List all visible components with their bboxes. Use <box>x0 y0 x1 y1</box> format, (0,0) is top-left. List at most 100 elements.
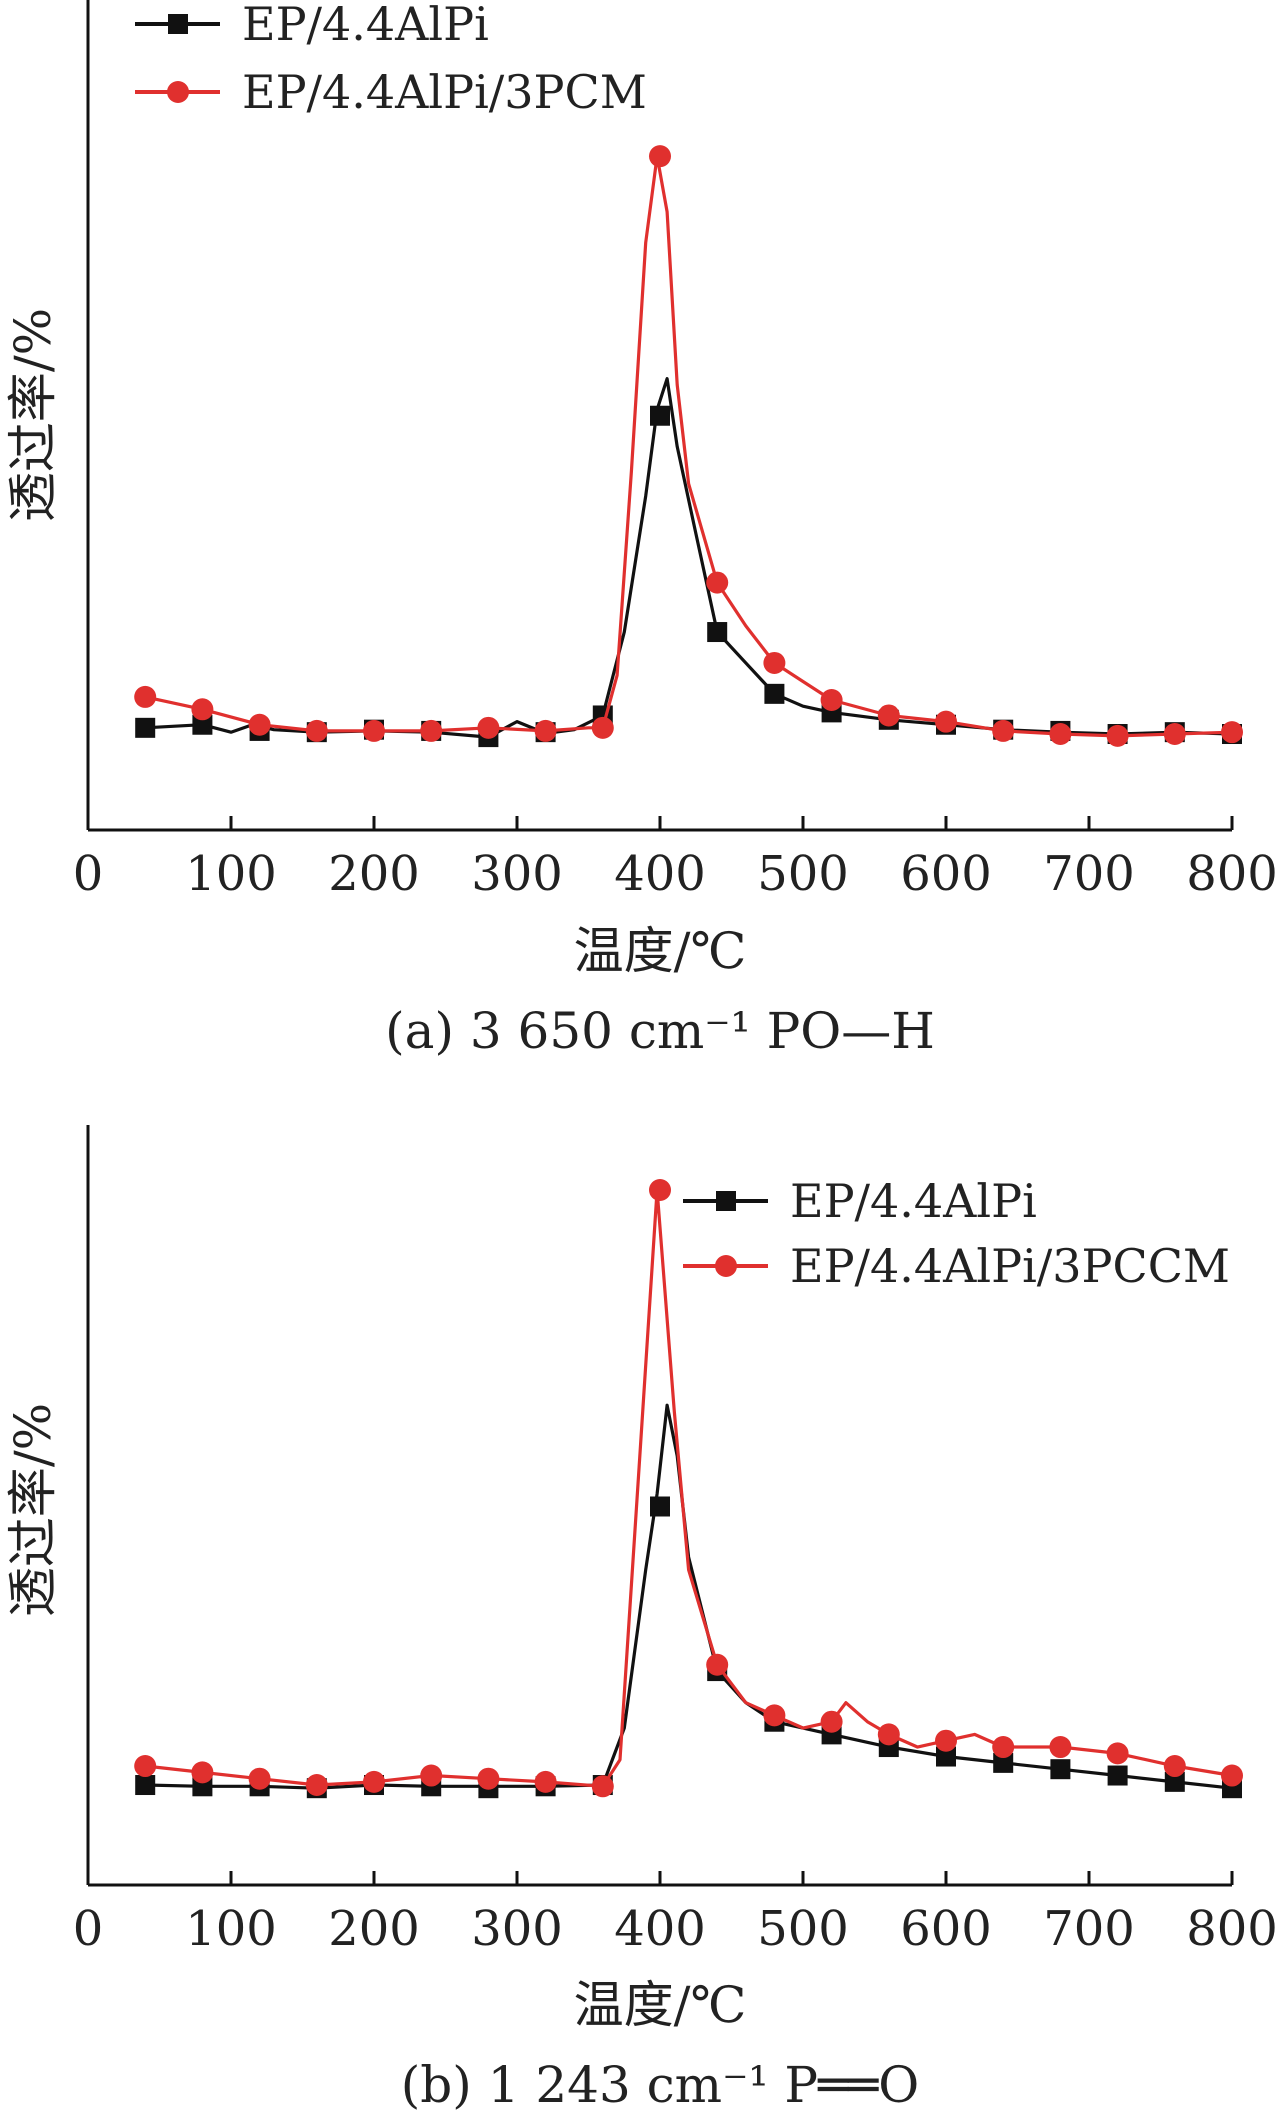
legend-entry-red: EP/4.4AlPi/3PCM <box>135 65 647 119</box>
series-1-marker-40 <box>134 685 157 708</box>
x-axis-label: 温度/℃ <box>574 1976 747 2034</box>
x-tick-label-400: 400 <box>614 1901 706 1957</box>
series-1-marker-480 <box>763 1704 786 1727</box>
series-1-marker-120 <box>248 1767 271 1790</box>
series-1-marker-160 <box>305 719 328 742</box>
x-tick-label-600: 600 <box>900 1901 992 1957</box>
series-layer <box>134 1179 1243 1799</box>
series-1-marker-360 <box>591 716 614 739</box>
legend-marker-square <box>716 1191 736 1211</box>
legend-entry-black: EP/4.4AlPi <box>135 0 489 51</box>
x-axis-ticks <box>86 816 1234 830</box>
x-tick-label-100: 100 <box>185 846 277 902</box>
series-0-marker-680 <box>1050 1759 1071 1780</box>
series-1-marker-480 <box>763 651 786 674</box>
x-tick-label-200: 200 <box>328 1901 420 1957</box>
x-tick-label-300: 300 <box>471 1901 563 1957</box>
series-1-marker-520 <box>820 689 843 712</box>
series-1-marker-800 <box>1221 721 1243 744</box>
series-1-marker-600 <box>935 1729 957 1752</box>
x-tick-label-300: 300 <box>471 846 563 902</box>
series-1-marker-560 <box>877 704 900 727</box>
chart-panel-a: 0 100 200 300 400 500 600 700 800 透过率/% 温度/℃ (a)… <box>4 0 1277 1060</box>
x-tick-label-100: 100 <box>185 1901 277 1957</box>
x-axis-ticks <box>86 1871 1234 1885</box>
series-1-marker-680 <box>1049 723 1072 746</box>
series-1-marker-400 <box>649 145 671 168</box>
x-tick-label-800: 800 <box>1186 846 1277 902</box>
panel-caption: (b) 1 243 cm⁻¹ P══O <box>401 2056 920 2114</box>
series-line-0 <box>145 377 1233 739</box>
x-tick-label-700: 700 <box>1043 846 1135 902</box>
x-axis-label: 温度/℃ <box>574 922 747 980</box>
series-1-marker-320 <box>534 1770 557 1793</box>
x-tick-label-0: 0 <box>73 1901 104 1957</box>
series-1-marker-320 <box>534 719 557 742</box>
legend-label-black: EP/4.4AlPi <box>790 1174 1037 1228</box>
x-tick-label-400: 400 <box>614 846 706 902</box>
series-1-marker-560 <box>877 1723 900 1746</box>
series-1-marker-600 <box>935 710 957 733</box>
x-tick-label-200: 200 <box>328 846 420 902</box>
panel-caption: (a) 3 650 cm⁻¹ PO—H <box>385 1002 935 1060</box>
legend-entry-black: EP/4.4AlPi <box>683 1174 1037 1228</box>
series-0-marker-40 <box>135 717 156 738</box>
series-0-marker-80 <box>192 714 213 735</box>
x-tick-label-800: 800 <box>1186 1901 1277 1957</box>
series-1-marker-160 <box>305 1774 328 1797</box>
series-1-marker-200 <box>363 1770 385 1793</box>
series-0-marker-640 <box>993 1752 1014 1773</box>
legend-entry-red: EP/4.4AlPi/3PCCM <box>683 1239 1230 1293</box>
series-1-marker-40 <box>134 1755 157 1778</box>
x-tick-label-500: 500 <box>757 1901 849 1957</box>
legend-label-red: EP/4.4AlPi/3PCM <box>242 65 647 119</box>
legend-marker-circle <box>715 1255 737 1277</box>
series-0-marker-400 <box>650 405 670 426</box>
series-1-marker-720 <box>1106 1742 1129 1765</box>
x-axis-tick-labels: 0 100 200 300 400 500 600 700 800 <box>73 1901 1277 1957</box>
x-axis-tick-labels: 0 100 200 300 400 500 600 700 800 <box>73 846 1277 902</box>
series-1-marker-440 <box>706 571 729 594</box>
legend: EP/4.4AlPi EP/4.4AlPi/3PCCM <box>683 1174 1230 1293</box>
legend-marker-circle <box>167 81 189 103</box>
series-1-marker-760 <box>1163 723 1186 746</box>
series-1-marker-640 <box>992 1736 1015 1759</box>
series-0-marker-480 <box>764 683 785 704</box>
series-0-marker-720 <box>1107 1765 1128 1786</box>
x-tick-label-600: 600 <box>900 846 992 902</box>
series-1-marker-680 <box>1049 1736 1072 1759</box>
legend: EP/4.4AlPi EP/4.4AlPi/3PCM <box>135 0 647 119</box>
series-layer <box>134 145 1243 748</box>
series-1-marker-400 <box>649 1179 671 1201</box>
series-1-marker-200 <box>363 719 385 742</box>
series-0-marker-40 <box>135 1775 156 1796</box>
y-axis-label: 透过率/% <box>4 308 62 522</box>
legend-label-red: EP/4.4AlPi/3PCCM <box>790 1239 1230 1293</box>
series-1-marker-640 <box>992 719 1015 742</box>
x-tick-label-700: 700 <box>1043 1901 1135 1957</box>
chart-panel-b: 0 100 200 300 400 500 600 700 800 透过率/% 温度/℃ (b)… <box>4 1125 1277 2114</box>
legend-label-black: EP/4.4AlPi <box>242 0 489 51</box>
series-1-marker-760 <box>1163 1755 1186 1778</box>
series-1-marker-800 <box>1221 1764 1243 1787</box>
series-line-1 <box>144 154 1233 738</box>
series-1-marker-440 <box>706 1653 729 1676</box>
series-0-marker-760 <box>1164 1771 1185 1792</box>
series-1-marker-520 <box>820 1710 843 1733</box>
series-1-marker-80 <box>191 1761 214 1784</box>
series-1-marker-240 <box>420 719 443 742</box>
legend-marker-square <box>168 14 188 34</box>
series-0-marker-400 <box>650 1496 670 1517</box>
series-0-marker-440 <box>707 622 728 643</box>
x-tick-label-0: 0 <box>73 846 104 902</box>
series-0-marker-600 <box>936 1746 956 1767</box>
x-tick-label-500: 500 <box>757 846 849 902</box>
series-1-marker-280 <box>477 716 500 739</box>
series-1-marker-280 <box>477 1767 500 1790</box>
series-1-marker-240 <box>420 1764 443 1787</box>
y-axis-label: 透过率/% <box>4 1403 62 1617</box>
series-1-marker-80 <box>191 698 214 721</box>
series-1-marker-720 <box>1106 724 1129 747</box>
series-1-marker-120 <box>248 713 271 736</box>
